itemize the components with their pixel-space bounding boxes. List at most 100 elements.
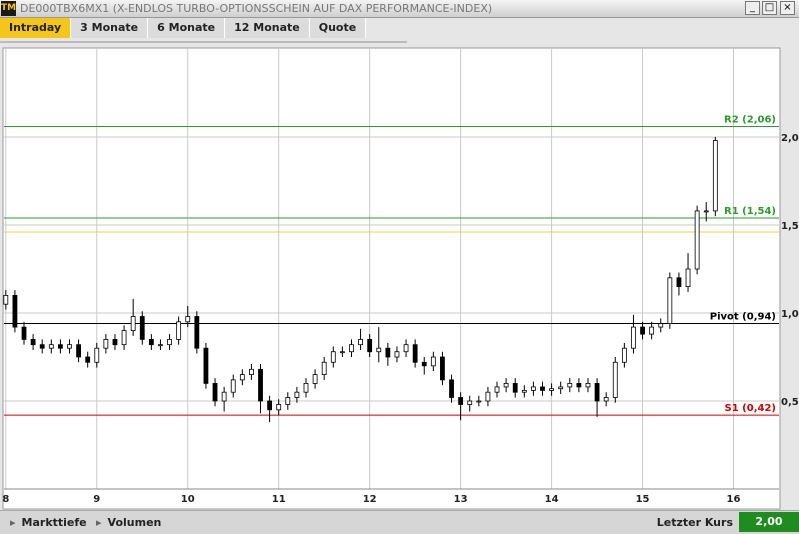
footer: Markttiefe Volumen Letzter Kurs 2,00 bbox=[0, 510, 799, 534]
restore-button[interactable]: □ bbox=[762, 1, 777, 15]
candle-body bbox=[594, 382, 600, 402]
candle-body bbox=[503, 382, 509, 388]
tab-bar: Intraday 3 Monate 6 Monate 12 Monate Quote bbox=[0, 18, 367, 38]
candle-body bbox=[676, 277, 682, 288]
candle-body bbox=[640, 326, 645, 335]
candle-body bbox=[330, 351, 336, 363]
x-tick-label: 10 bbox=[181, 494, 195, 505]
candle-body bbox=[440, 356, 445, 381]
close-button[interactable]: × bbox=[780, 1, 795, 15]
level-label: S1 (0,42) bbox=[725, 403, 776, 414]
last-price: 2,00 bbox=[739, 512, 799, 532]
candle-body bbox=[485, 391, 491, 402]
candle-body bbox=[558, 386, 564, 390]
candle-body bbox=[103, 338, 109, 349]
candle-body bbox=[521, 390, 527, 393]
candle-body bbox=[631, 326, 636, 349]
candle-body bbox=[294, 391, 300, 398]
candle-body bbox=[667, 277, 673, 324]
tab[interactable]: 3 Monate bbox=[71, 18, 149, 38]
candle-body bbox=[94, 347, 100, 363]
tab[interactable]: Quote bbox=[309, 18, 367, 38]
candle-body bbox=[467, 400, 473, 405]
chart: 8 9 10 11 12 13 14 15 16 0,5 1,0 1,5 2,0 R2 (2,06) R1 … bbox=[2, 47, 799, 510]
x-tick-label: 11 bbox=[272, 494, 286, 505]
candle-body bbox=[130, 316, 136, 331]
candle-body bbox=[531, 386, 536, 391]
candle-body bbox=[57, 344, 63, 349]
candle-body bbox=[385, 347, 391, 358]
candle-body bbox=[403, 344, 409, 353]
candle-body bbox=[267, 400, 273, 411]
candle-body bbox=[48, 344, 54, 349]
candle-body bbox=[76, 344, 81, 358]
y-tick-label: 1,0 bbox=[781, 309, 799, 320]
candle-body bbox=[612, 361, 618, 398]
candle-body bbox=[239, 374, 245, 381]
candle-body bbox=[703, 210, 709, 213]
chart-background bbox=[2, 47, 781, 510]
candle-body bbox=[185, 316, 191, 323]
y-tick-label: 0,5 bbox=[781, 397, 799, 408]
x-tick-label: 14 bbox=[545, 494, 559, 505]
candle-body bbox=[349, 344, 354, 353]
candle-body bbox=[85, 356, 91, 363]
candle-body bbox=[148, 338, 154, 346]
candle-body bbox=[12, 294, 18, 328]
minimize-button[interactable]: _ bbox=[745, 1, 760, 15]
app-icon: TM bbox=[1, 1, 16, 16]
footer-link[interactable]: Volumen bbox=[96, 516, 162, 529]
candle-body bbox=[567, 382, 573, 388]
candle-body bbox=[621, 347, 627, 363]
candle-body bbox=[458, 397, 464, 405]
candle-body bbox=[121, 330, 127, 346]
candle-body bbox=[585, 382, 591, 388]
candle-body bbox=[421, 361, 427, 367]
y-tick-label: 2,0 bbox=[781, 133, 799, 144]
candle-body bbox=[685, 268, 691, 288]
candle-body bbox=[576, 382, 582, 388]
footer-link[interactable]: Markttiefe bbox=[10, 516, 87, 529]
y-tick-label: 1,5 bbox=[781, 221, 799, 232]
tab[interactable]: Intraday bbox=[0, 18, 72, 38]
x-tick-label: 9 bbox=[93, 494, 100, 505]
candle-body bbox=[540, 386, 545, 391]
candle-body bbox=[67, 344, 72, 349]
candle-body bbox=[276, 404, 282, 411]
tab[interactable]: 12 Monate bbox=[225, 18, 310, 38]
x-tick-label: 12 bbox=[363, 494, 377, 505]
candle-body bbox=[694, 210, 700, 270]
candle-body bbox=[376, 347, 382, 353]
candle-body bbox=[285, 397, 291, 405]
candle-body bbox=[358, 338, 363, 346]
candle-body bbox=[39, 344, 45, 349]
separator bbox=[0, 41, 407, 43]
candle-body bbox=[158, 344, 163, 347]
window-title: DE000TBX6MX1 (X-ENDLOS TURBO-OPTIONSSCHE… bbox=[20, 2, 493, 15]
tab[interactable]: 6 Monate bbox=[148, 18, 226, 38]
candle-body bbox=[549, 388, 554, 391]
candle-body bbox=[449, 379, 454, 398]
candle-body bbox=[430, 356, 436, 367]
candle-body bbox=[394, 351, 400, 358]
last-price-label: Letzter Kurs bbox=[656, 516, 733, 529]
candle-body bbox=[321, 361, 327, 375]
candle-body bbox=[221, 391, 227, 402]
candle-body bbox=[658, 323, 664, 328]
candle-body bbox=[194, 316, 200, 349]
candle-body bbox=[476, 400, 482, 403]
candle-body bbox=[312, 374, 318, 384]
candle-body bbox=[303, 382, 309, 393]
candle-body bbox=[367, 338, 373, 353]
candle-body bbox=[603, 397, 609, 402]
candle-body bbox=[712, 140, 718, 212]
candle-body bbox=[212, 382, 218, 402]
candle-body bbox=[512, 382, 518, 393]
candle-body bbox=[339, 351, 345, 354]
candle-body bbox=[412, 344, 418, 363]
candle-body bbox=[21, 326, 27, 340]
candle-body bbox=[494, 386, 500, 393]
level-label: Pivot (0,94) bbox=[710, 312, 776, 323]
level-label: R1 (1,54) bbox=[724, 206, 776, 217]
